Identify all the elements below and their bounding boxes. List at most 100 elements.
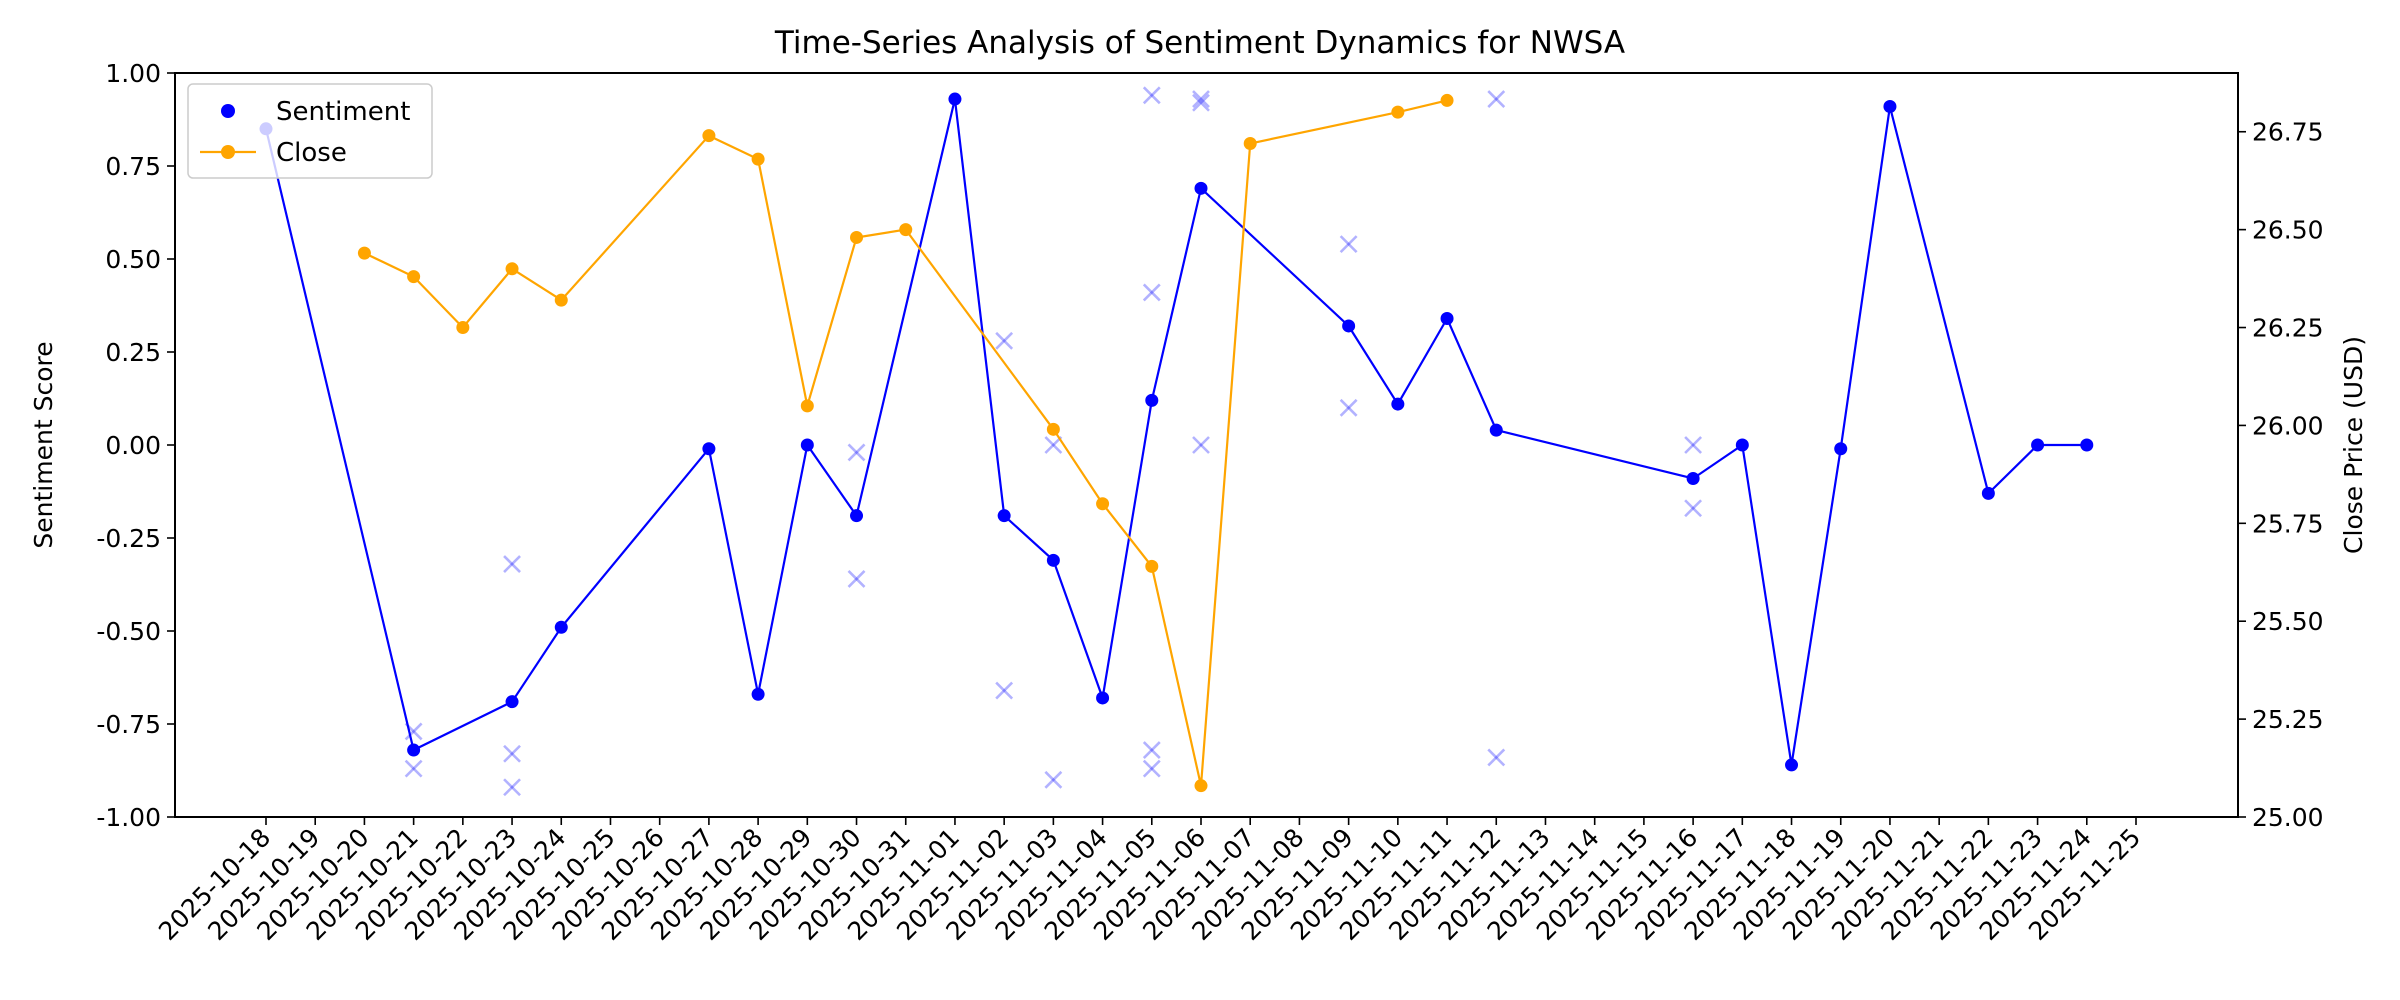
score-x-stroke xyxy=(1339,398,1358,417)
y2-tick-label: 25.25 xyxy=(2252,705,2324,734)
score-x-marker xyxy=(1487,748,1506,767)
score-x-stroke xyxy=(1044,436,1063,454)
close-point xyxy=(1096,497,1110,511)
y2-tick-label: 26.25 xyxy=(2252,314,2324,343)
sentiment-point xyxy=(850,509,864,523)
score-x-stroke xyxy=(404,722,423,741)
y-tick-label: -0.50 xyxy=(96,617,161,646)
sentiment-point xyxy=(1391,397,1405,411)
score-x-marker xyxy=(1142,741,1161,759)
score-x-stroke xyxy=(1684,436,1703,454)
sentiment-point xyxy=(1145,393,1159,407)
score-x-marker xyxy=(1142,283,1161,302)
close-point xyxy=(899,223,913,237)
score-x-marker xyxy=(1192,436,1210,454)
sentiment-point xyxy=(1096,691,1110,705)
score-x-stroke xyxy=(1339,398,1358,417)
y-tick-label: -0.75 xyxy=(96,710,161,739)
sentiment-point xyxy=(948,92,962,106)
sentiment-point xyxy=(997,509,1011,523)
score-x-stroke xyxy=(1339,235,1358,254)
score-x-marker xyxy=(1487,90,1506,108)
score-x-stroke xyxy=(995,681,1014,700)
close-point xyxy=(554,293,568,307)
close-series-line xyxy=(363,99,1448,786)
score-x-marker xyxy=(1142,759,1161,778)
chart-title: Time-Series Analysis of Sentiment Dynami… xyxy=(774,25,1625,61)
sentiment-point xyxy=(1440,312,1454,326)
close-point xyxy=(357,246,371,260)
score-x-marker xyxy=(1339,398,1358,417)
score-x-marker xyxy=(503,555,521,573)
sentiment-point xyxy=(1489,423,1503,437)
legend-close-marker xyxy=(221,145,235,159)
score-x-marker xyxy=(847,443,866,462)
score-x-marker xyxy=(1684,499,1703,518)
score-x-stroke xyxy=(847,570,866,588)
legend-sentiment-marker xyxy=(221,104,235,118)
score-x-stroke xyxy=(1487,748,1506,767)
y-tick-label: 0.75 xyxy=(105,152,161,181)
sentiment-point xyxy=(1981,486,1995,500)
sentiment-point xyxy=(554,620,568,634)
y-tick-label: -1.00 xyxy=(96,803,161,832)
close-point xyxy=(702,129,716,143)
score-x-stroke xyxy=(995,681,1014,700)
score-x-stroke xyxy=(1142,283,1161,302)
score-x-marker xyxy=(1339,235,1358,254)
score-x-stroke xyxy=(1192,90,1210,108)
sentiment-point xyxy=(2080,438,2094,452)
y2-tick-label: 26.00 xyxy=(2252,411,2324,440)
score-x-marker xyxy=(503,778,521,797)
sentiment-point xyxy=(1785,758,1799,772)
sentiment-point xyxy=(800,438,814,452)
y-axis-label: Sentiment Score xyxy=(29,341,58,548)
legend-sentiment-label: Sentiment xyxy=(276,97,410,127)
score-x-stroke xyxy=(847,443,866,462)
score-x-stroke xyxy=(503,778,521,797)
sentiment-point xyxy=(702,442,716,456)
y-tick-label: 0.00 xyxy=(105,431,161,460)
y-tick-label: 1.00 xyxy=(105,59,161,88)
score-x-marker xyxy=(1142,86,1161,105)
close-point xyxy=(407,270,421,284)
close-point xyxy=(505,262,519,276)
score-x-stroke xyxy=(503,778,521,797)
close-point xyxy=(1046,422,1060,436)
close-point xyxy=(1194,779,1208,793)
score-x-stroke xyxy=(1142,86,1161,105)
score-x-stroke xyxy=(1142,741,1161,759)
score-x-stroke xyxy=(503,744,521,763)
y-tick-label: -0.25 xyxy=(96,524,161,553)
sentiment-point xyxy=(2031,438,2045,452)
score-x-marker xyxy=(404,759,423,778)
right-y-axis: 25.00 25.25 25.50 25.75 26.00 26.25 26.50 26.75 xyxy=(2238,118,2324,832)
close-point xyxy=(1145,559,1159,573)
score-x-stroke xyxy=(1192,93,1210,112)
score-x-stroke xyxy=(1684,499,1703,518)
sentiment-point xyxy=(1194,181,1208,195)
score-x-marker xyxy=(1192,93,1210,112)
score-x-stroke xyxy=(503,555,521,573)
score-x-stroke xyxy=(1487,748,1506,767)
score-x-stroke xyxy=(1684,436,1703,454)
sentiment-point xyxy=(1834,442,1848,456)
score-x-marker xyxy=(1684,436,1703,454)
y-tick-label: 0.50 xyxy=(105,245,161,274)
x-axis: 2025-10-182025-10-192025-10-202025-10-21… xyxy=(153,817,2146,946)
y2-tick-label: 25.50 xyxy=(2252,607,2324,636)
score-x-stroke xyxy=(1142,741,1161,759)
score-x-stroke xyxy=(1339,235,1358,254)
score-x-stroke xyxy=(995,331,1014,350)
score-x-marker xyxy=(995,681,1014,700)
y2-tick-label: 25.75 xyxy=(2252,509,2324,538)
close-point xyxy=(800,399,814,413)
score-x-stroke xyxy=(1142,283,1161,302)
score-x-marker xyxy=(847,570,866,588)
score-x-stroke xyxy=(1487,90,1506,108)
sentiment-point xyxy=(1046,553,1060,567)
score-x-marker xyxy=(503,744,521,763)
close-point xyxy=(456,321,470,335)
score-x-stroke xyxy=(995,331,1014,350)
